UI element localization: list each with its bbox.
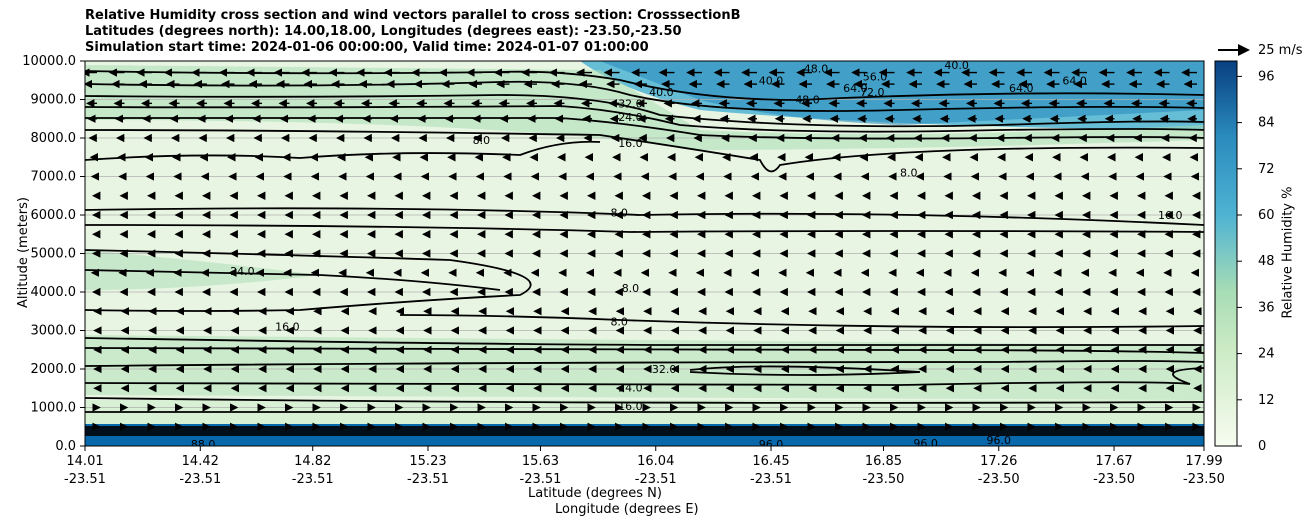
contour-line [85,70,1204,101]
contour-line [85,337,1204,346]
contour-line [85,105,1204,133]
colorbar-tick-label: 36 [1258,300,1275,315]
y-tick-label: 0.0 [55,439,76,454]
contour-label: 96.0 [759,438,784,451]
x-tick-label-lat: 15.23 [409,454,446,469]
y-tick-label: 4000.0 [31,285,77,300]
x-tick-label-lon: -23.50 [978,472,1020,487]
x-tick-label-lat: 17.99 [1185,454,1222,469]
x-tick-label-lon: -23.50 [1093,472,1135,487]
x-axis-label-longitude: Longitude (degrees E) [555,502,699,517]
colorbar-tick-label: 24 [1258,347,1275,362]
contour-label: 64.0 [1062,74,1087,87]
contour-label: 48.0 [795,94,820,107]
colorbar-tick-label: 60 [1258,208,1275,223]
contour-line [85,129,1204,173]
x-tick-label-lat: 16.45 [752,454,789,469]
contour-label: 8.0 [610,207,628,220]
contour-line [399,314,1204,329]
y-tick-label: 7000.0 [31,170,77,185]
contour-line [85,249,532,312]
x-tick-label-lon: -23.51 [635,472,677,487]
title-line-3: Simulation start time: 2024-01-06 00:00:… [85,40,649,55]
plot-area: 8.0 8.0 8.0 8.0 8.0 16.0 16.0 16.0 16.0 24.0 24.0 2… [85,59,1204,451]
contour-label: 16.0 [1158,209,1183,222]
contour-label: 8.0 [900,167,918,180]
y-tick-label: 3000.0 [31,324,77,339]
contour-line [85,207,1204,226]
colorbar-tick-label: 48 [1258,254,1275,269]
colorbar-tick-label: 96 [1258,69,1275,84]
x-tick-label-lon: -23.51 [407,472,449,487]
contour-label: 96.0 [987,434,1012,447]
contour-label: 24.0 [230,265,255,278]
colorbar-tick-label: 72 [1258,162,1275,177]
contour-label: 8.0 [473,134,491,147]
x-tick-label-lon: -23.50 [1183,472,1225,487]
title-line-1: Relative Humidity cross section and wind… [85,8,741,23]
x-tick-label-lon: -23.51 [520,472,562,487]
contour-label: 24.0 [618,381,643,394]
x-tick-label-lon: -23.51 [750,472,792,487]
contour-label: 32.0 [652,363,677,376]
x-tick-label-lat: 17.67 [1095,454,1132,469]
contour-label: 8.0 [610,315,628,328]
contour-label: 48.0 [804,63,829,76]
contour-label: 16.0 [275,321,300,334]
y-tick-label: 6000.0 [31,208,77,223]
x-tick-label-lon: -23.50 [863,472,905,487]
y-tick-label: 1000.0 [31,401,77,416]
contour-label: 88.0 [191,438,216,451]
contour-line [85,347,1204,354]
contour-label: 96.0 [913,437,938,450]
contour-label: 72.0 [860,86,885,99]
colorbar-tick-label: 12 [1258,393,1275,408]
x-tick-label-lat: 14.42 [182,454,219,469]
x-tick-label-lon: -23.51 [64,472,106,487]
x-tick-label-lon: -23.51 [179,472,221,487]
contour-line [85,360,1204,367]
x-tick-label-lat: 14.82 [294,454,331,469]
title-line-2: Latitudes (degrees north): 14.00,18.00, … [85,24,682,39]
contour-label: 40.0 [759,74,784,87]
y-tick-label: 10000.0 [22,54,76,69]
colorbar-tick-label: 84 [1258,116,1275,131]
contour-line [85,94,1204,128]
contour-label: 24.0 [618,111,643,124]
contour-line [85,411,1204,414]
contour-line [85,397,1204,404]
y-tick-label: 8000.0 [31,131,77,146]
x-tick-label-lon: -23.51 [292,472,334,487]
x-tick-label-lat: 14.01 [66,454,103,469]
x-tick-label-lat: 15.63 [522,454,559,469]
x-tick-label-lat: 16.85 [865,454,902,469]
x-axis-ticks: 14.01 -23.51 14.42 -23.51 14.82 -23.51 15.23 -2… [64,446,1225,487]
contour-label: 64.0 [1009,82,1034,95]
x-axis-label-latitude: Latitude (degrees N) [528,486,662,501]
contour-label: 16.0 [618,137,643,150]
surface-contour-cluster [85,426,1204,436]
y-tick-label: 2000.0 [31,362,77,377]
contour-label: 16.0 [618,400,643,413]
contour-line [85,367,1204,386]
contour-label: 40.0 [649,86,674,99]
y-tick-label: 5000.0 [31,247,77,262]
colorbar-tick-label: 0 [1258,439,1266,454]
colorbar [1214,60,1238,447]
contour-line [85,224,1204,233]
y-axis-ticks: 0.0 1000.0 2000.0 3000.0 4000.0 5000.0 6000.0 7… [22,54,85,454]
colorbar-ticks: 0 12 24 36 48 60 72 84 96 [1237,69,1275,454]
contour-label: 40.0 [944,59,969,72]
contour-label: 8.0 [622,282,640,295]
y-tick-label: 9000.0 [31,93,77,108]
x-tick-label-lat: 16.04 [637,454,674,469]
x-tick-label-lat: 17.26 [980,454,1017,469]
quiver-key-label: 25 m/s [1258,43,1303,58]
wind-vectors [85,68,1202,431]
